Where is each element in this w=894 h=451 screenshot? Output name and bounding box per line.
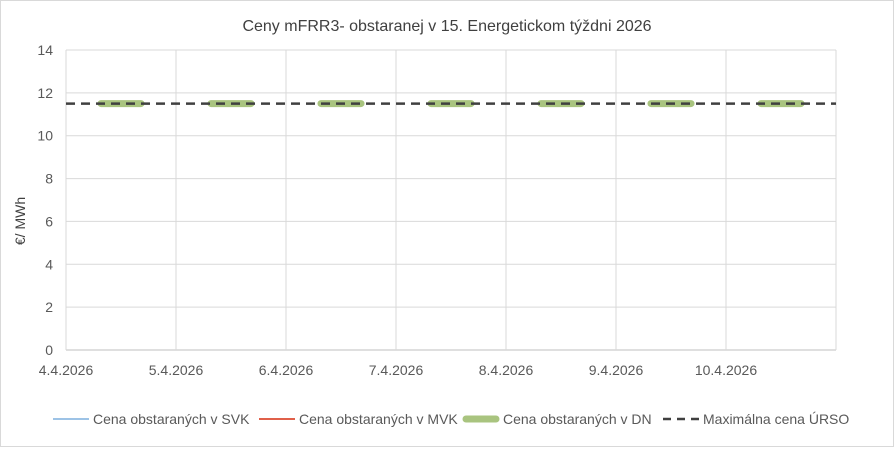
x-tick-label: 9.4.2026	[589, 362, 644, 378]
y-tick-label: 6	[45, 213, 53, 229]
y-tick-label: 4	[45, 256, 53, 272]
legend-label: Maximálna cena ÚRSO	[703, 411, 849, 427]
y-tick-label: 0	[45, 342, 53, 358]
y-tick-label: 2	[45, 299, 53, 315]
x-tick-label: 5.4.2026	[149, 362, 204, 378]
x-tick-label: 7.4.2026	[369, 362, 424, 378]
legend-label: Cena obstaraných v MVK	[299, 411, 458, 427]
x-tick-label: 10.4.2026	[695, 362, 757, 378]
legend-label: Cena obstaraných v SVK	[93, 411, 250, 427]
y-ticks: 0 2 4 6 8 10 12 14	[37, 42, 53, 358]
x-tick-label: 4.4.2026	[39, 362, 94, 378]
x-tick-label: 6.4.2026	[259, 362, 314, 378]
x-ticks: 4.4.2026 5.4.2026 6.4.2026 7.4.2026 8.4.2026…	[39, 362, 758, 378]
y-tick-label: 10	[37, 128, 53, 144]
chart-title: Ceny mFRR3- obstaranej v 15. Energeticko…	[242, 18, 651, 35]
grid	[65, 49, 837, 351]
y-axis-label: €/ MWh	[12, 197, 28, 245]
y-tick-label: 8	[45, 171, 53, 187]
x-tick-label: 8.4.2026	[479, 362, 534, 378]
legend-label: Cena obstaraných v DN	[503, 411, 652, 427]
y-tick-label: 14	[37, 42, 53, 58]
legend: Cena obstaraných v SVK Cena obstaraných v…	[53, 411, 849, 427]
y-tick-label: 12	[37, 85, 53, 101]
